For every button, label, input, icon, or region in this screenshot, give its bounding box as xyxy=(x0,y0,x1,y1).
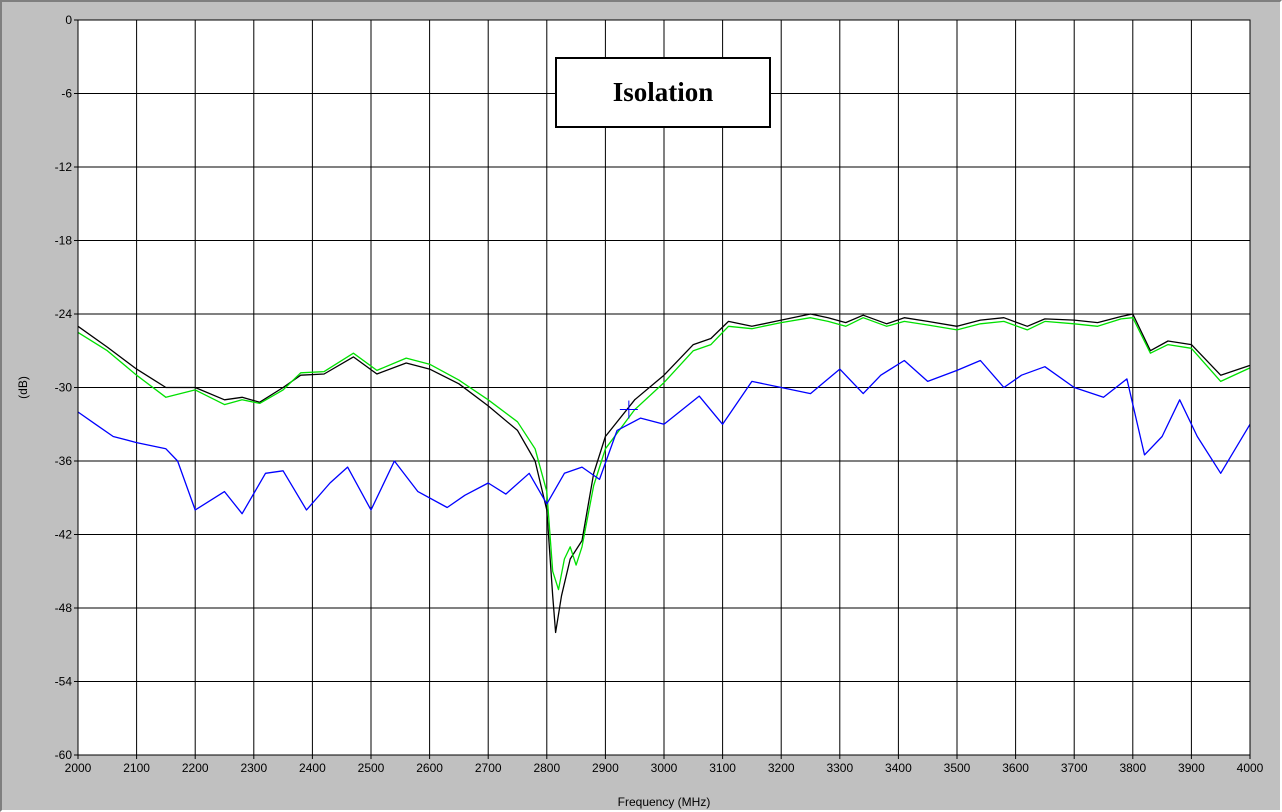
y-tick-label: -6 xyxy=(61,87,72,101)
x-tick-label: 2100 xyxy=(123,761,150,775)
x-tick-label: 3900 xyxy=(1178,761,1205,775)
y-tick-label: -30 xyxy=(55,381,73,395)
y-axis-label: (dB) xyxy=(16,376,30,399)
x-tick-label: 3000 xyxy=(651,761,678,775)
x-axis-label: Frequency (MHz) xyxy=(618,795,711,809)
x-tick-label: 3100 xyxy=(709,761,736,775)
y-tick-label: -48 xyxy=(55,601,73,615)
x-tick-label: 2200 xyxy=(182,761,209,775)
y-tick-label: -36 xyxy=(55,454,73,468)
x-tick-label: 2600 xyxy=(416,761,443,775)
x-tick-label: 3700 xyxy=(1061,761,1088,775)
x-tick-label: 3200 xyxy=(768,761,795,775)
x-tick-label: 2400 xyxy=(299,761,326,775)
x-tick-labels: 2000 2100 2200 2300 2400 2500 2600 2700 2800 2900… xyxy=(65,755,1264,775)
y-tick-label: 0 xyxy=(65,13,72,27)
y-tick-label: -18 xyxy=(55,234,73,248)
y-tick-label: -54 xyxy=(55,675,73,689)
x-tick-label: 3800 xyxy=(1119,761,1146,775)
series-line-3 xyxy=(77,359,1251,515)
chart-title-box: Isolation xyxy=(555,57,771,128)
x-tick-label: 2500 xyxy=(358,761,385,775)
x-tick-label: 2900 xyxy=(592,761,619,775)
y-tick-label: -60 xyxy=(55,748,73,762)
y-tick-label: -42 xyxy=(55,528,73,542)
x-tick-label: 4000 xyxy=(1237,761,1264,775)
x-tick-label: 3300 xyxy=(826,761,853,775)
x-tick-label: 3400 xyxy=(885,761,912,775)
chart-title: Isolation xyxy=(612,77,714,107)
x-tick-label: 2000 xyxy=(65,761,92,775)
cursor-marker xyxy=(619,400,638,419)
x-tick-label: 3600 xyxy=(1002,761,1029,775)
series-line-1 xyxy=(77,313,1251,634)
y-tick-label: -12 xyxy=(55,160,73,174)
horizontal-gridlines xyxy=(78,93,1250,682)
x-tick-label: 2700 xyxy=(475,761,502,775)
x-tick-label: 3500 xyxy=(944,761,971,775)
x-tick-label: 2800 xyxy=(533,761,560,775)
series-lines xyxy=(77,313,1251,634)
y-tick-label: -24 xyxy=(55,307,73,321)
y-tick-labels: 0 -6 -12 -18 -24 -30 -36 -42 -48 -54 -60 xyxy=(55,13,78,762)
x-tick-label: 2300 xyxy=(240,761,267,775)
